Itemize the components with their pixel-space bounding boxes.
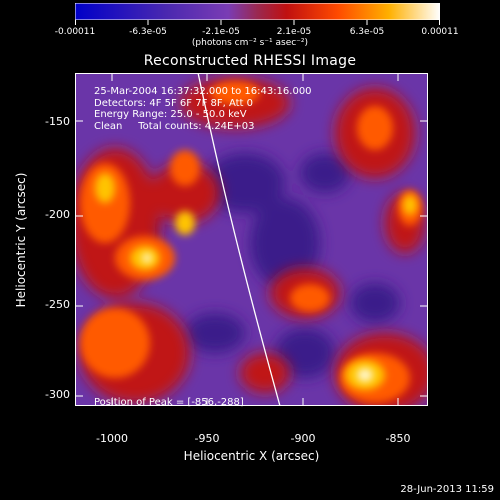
colorbar-tick-label: 0.00011 xyxy=(421,27,459,37)
y-tick-label: -200 xyxy=(45,208,70,221)
timestamp: 28-Jun-2013 11:59 xyxy=(400,484,494,495)
y-tick-label: -150 xyxy=(45,115,70,128)
method-counts: Clean Total counts: 4.24E+03 xyxy=(94,120,255,132)
energy-range: Energy Range: 25.0 - 50.0 keV xyxy=(94,109,247,120)
observation-info: 25-Mar-2004 16:37:32.000 to 16:43:16.000… xyxy=(94,86,312,132)
x-tick-label: -950 xyxy=(194,432,220,445)
x-axis-label: Heliocentric X (arcsec) xyxy=(183,449,320,463)
y-tick-label: -300 xyxy=(45,388,70,401)
plot-title: Reconstructed RHESSI Image xyxy=(143,53,357,69)
colorbar xyxy=(75,3,440,20)
y-axis-label: Heliocentric Y (arcsec) xyxy=(14,172,28,308)
y-tick-label: -250 xyxy=(45,298,70,311)
x-tick-label: -1000 xyxy=(96,432,128,445)
colorbar-tick-label: -6.3e-05 xyxy=(129,27,167,37)
time-range: 25-Mar-2004 16:37:32.000 to 16:43:16.000 xyxy=(94,86,312,97)
x-tick-label: -900 xyxy=(290,432,316,445)
detectors: Detectors: 4F 5F 6F 7F 8F, Att 0 xyxy=(94,97,254,109)
colorbar-tick-label: -0.00011 xyxy=(54,27,96,37)
peak-position: Position of Peak = [-856,-288] xyxy=(94,397,244,408)
colorbar-tick-label: 6.3e-05 xyxy=(349,27,385,37)
rhessi-image xyxy=(75,73,428,406)
colorbar-ticks xyxy=(75,20,440,25)
x-tick-label: -850 xyxy=(385,432,411,445)
colorbar-units: (photons cm⁻² s⁻¹ asec⁻²) xyxy=(191,38,309,48)
colorbar-tick-label: -2.1e-05 xyxy=(202,27,240,37)
colorbar-tick-label: 2.1e-05 xyxy=(276,27,312,37)
